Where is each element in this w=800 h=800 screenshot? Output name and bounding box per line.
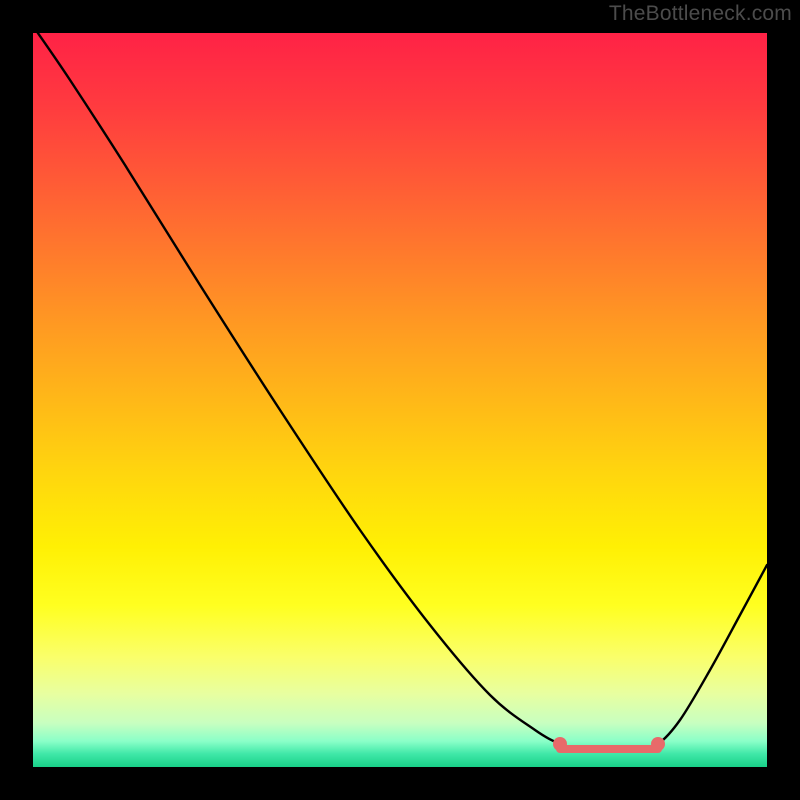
chart-container: TheBottleneck.com [0, 0, 800, 800]
watermark-text: TheBottleneck.com [609, 2, 792, 26]
plot-gradient-background [33, 33, 767, 767]
optimal-range-start-dot [553, 737, 567, 751]
bottleneck-chart [0, 0, 800, 800]
optimal-range-end-dot [651, 737, 665, 751]
